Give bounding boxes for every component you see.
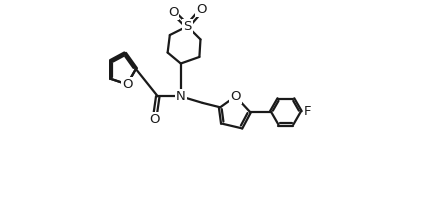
Text: O: O bbox=[168, 5, 178, 19]
Text: N: N bbox=[176, 90, 186, 103]
Text: F: F bbox=[303, 105, 311, 118]
Text: S: S bbox=[183, 20, 191, 33]
Text: O: O bbox=[122, 78, 133, 91]
Text: O: O bbox=[196, 3, 207, 16]
Text: O: O bbox=[149, 113, 160, 126]
Text: O: O bbox=[230, 90, 241, 103]
